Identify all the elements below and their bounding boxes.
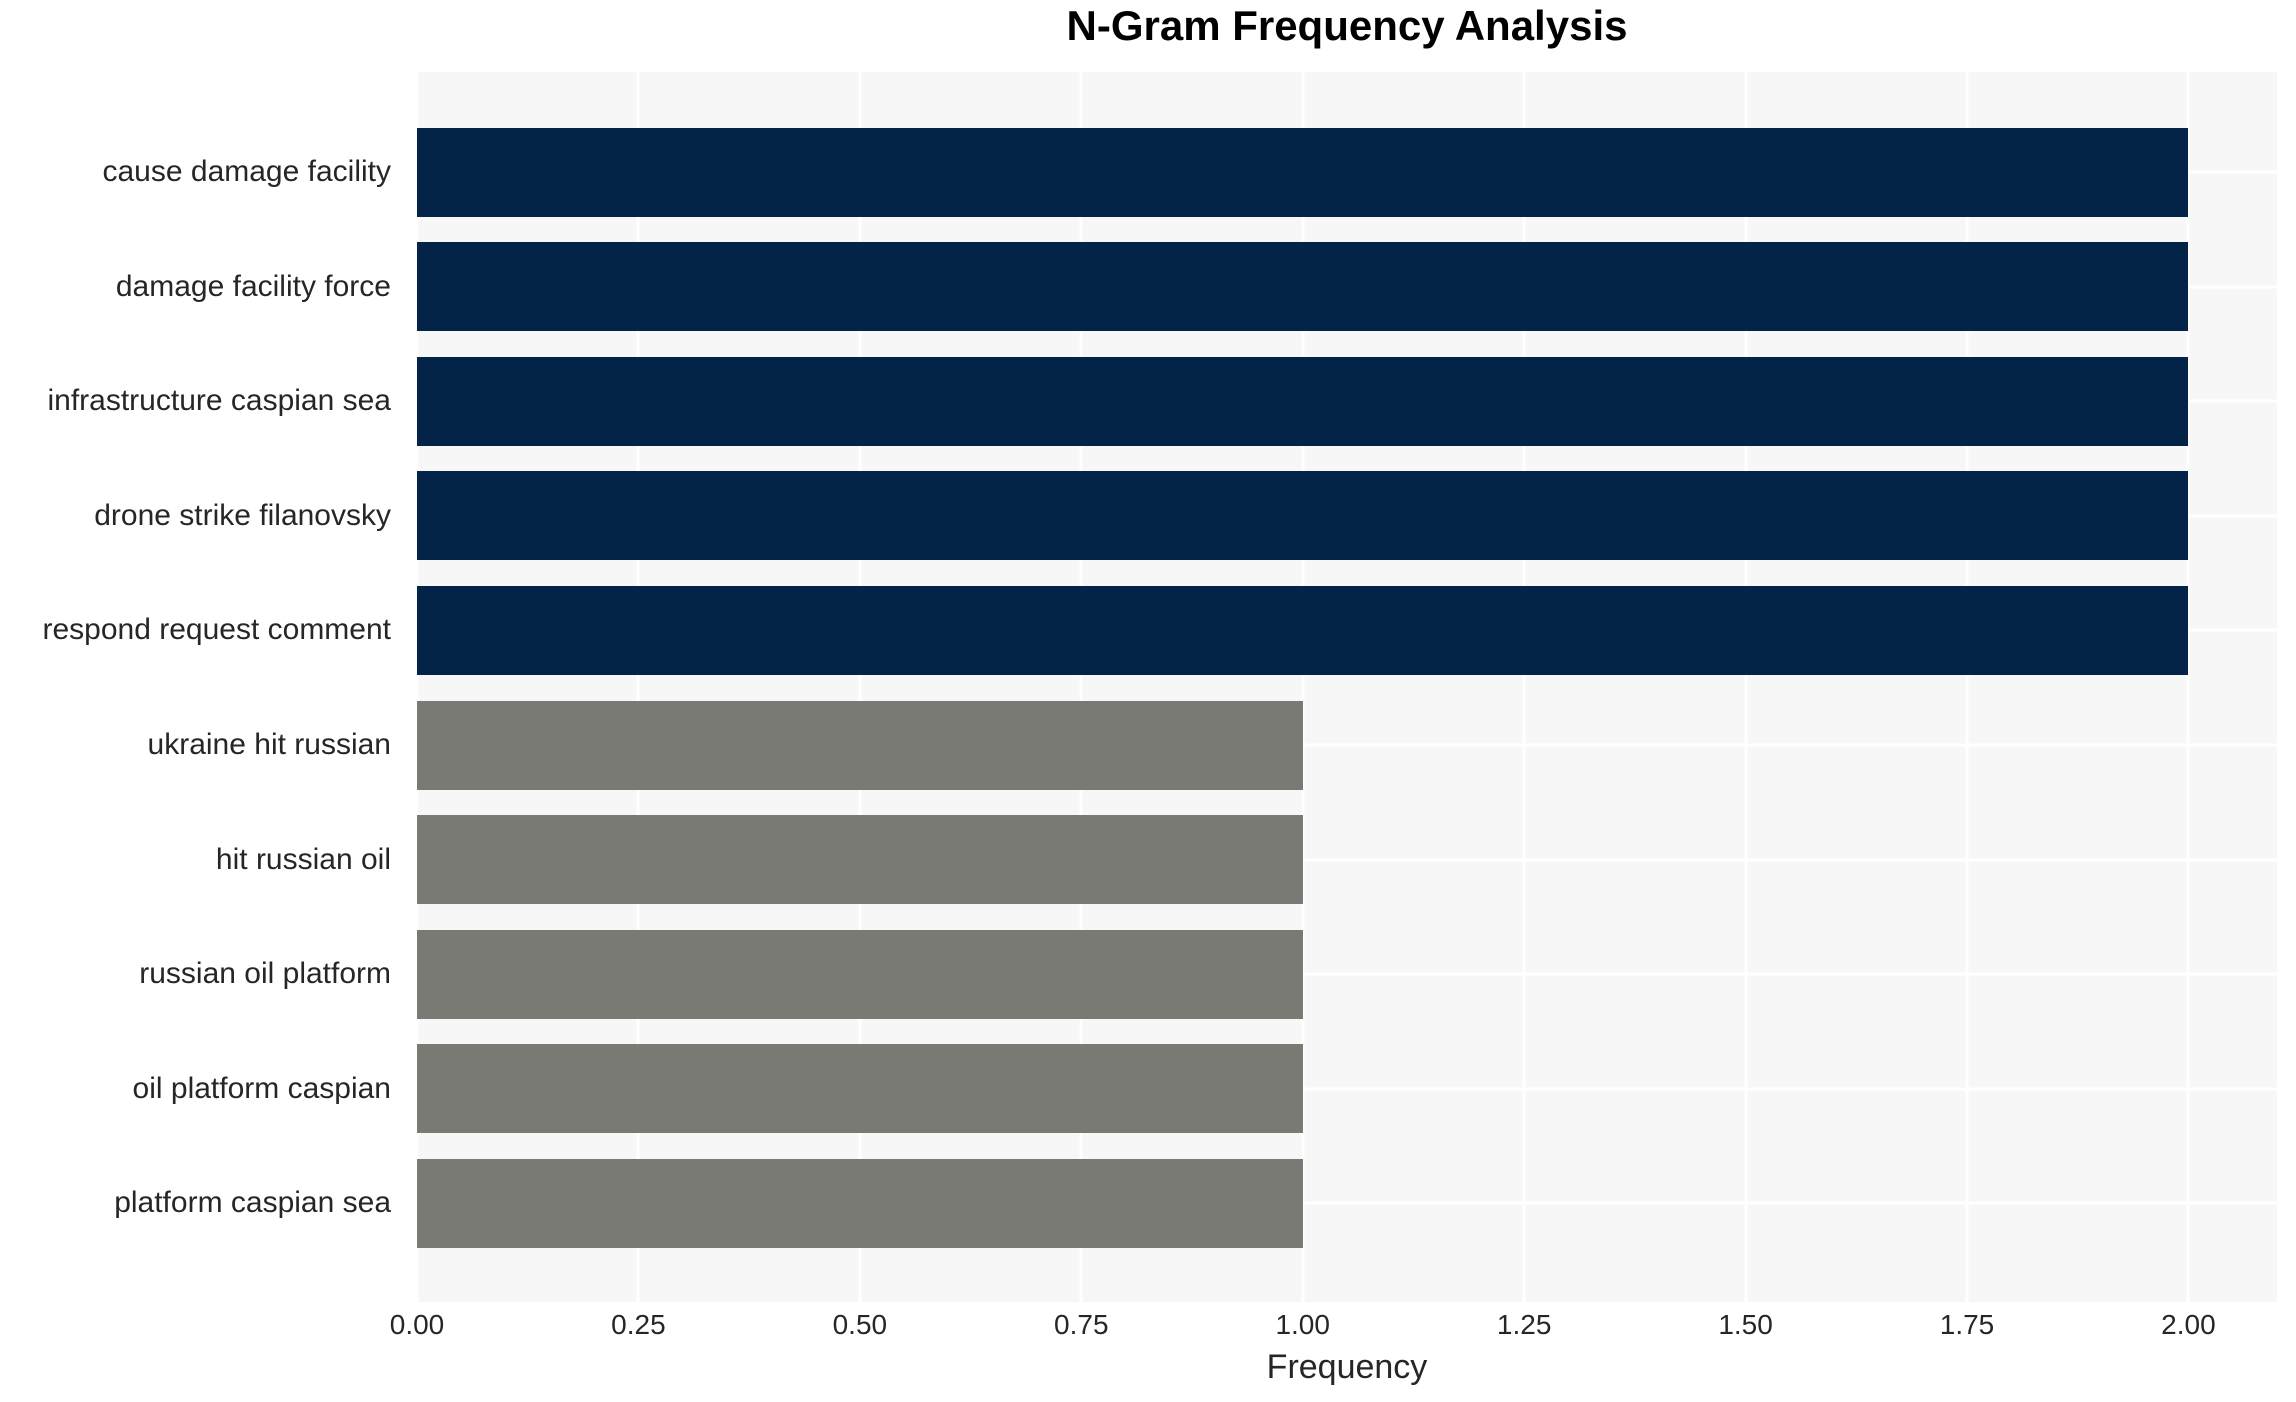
x-tick-label: 1.75	[1939, 1309, 1995, 1340]
vertical-gridline	[1079, 72, 1083, 1302]
bar-hit-russian-oil	[417, 815, 1303, 905]
y-tick-label: hit russian oil	[215, 842, 391, 876]
x-tick-label: 0.00	[389, 1309, 445, 1340]
horizontal-gridline	[417, 972, 2277, 976]
y-tick-label: infrastructure caspian sea	[47, 384, 391, 418]
vertical-gridline	[1744, 72, 1748, 1302]
plot-area	[415, 72, 2277, 1302]
horizontal-gridline	[417, 743, 2277, 747]
y-axis-labels: cause damage facility damage facility for…	[0, 72, 404, 1302]
horizontal-gridline	[417, 858, 2277, 862]
y-tick-label: damage facility force	[115, 269, 391, 303]
y-tick-label: oil platform caspian	[132, 1071, 391, 1105]
horizontal-gridline	[417, 1087, 2277, 1091]
horizontal-gridline	[417, 1201, 2277, 1205]
vertical-gridline	[1522, 72, 1526, 1302]
x-tick-label: 0.25	[611, 1309, 666, 1340]
x-tick-label: 0.75	[1054, 1309, 1109, 1340]
bar-oil-platform-caspian	[417, 1044, 1303, 1134]
vertical-gridline	[636, 72, 640, 1302]
bar-drone-strike-filanovsky	[417, 471, 2189, 561]
x-axis-ticks: 0.00 0.25 0.50 0.75 1.00 1.25 1.50 1.75 2.00	[390, 1309, 2277, 1345]
bar-russian-oil-platform	[417, 929, 1303, 1019]
bar-respond-request-comment	[417, 585, 2189, 675]
x-tick-label: 0.50	[832, 1309, 888, 1340]
x-tick-label: 1.25	[1496, 1309, 1552, 1340]
chart-title: N-Gram Frequency Analysis	[1066, 2, 1628, 49]
bar-ukraine-hit-russian	[417, 700, 1303, 790]
bar-infrastructure-caspian-sea	[417, 356, 2189, 446]
y-tick-label: cause damage facility	[102, 155, 392, 188]
vertical-gridline	[415, 72, 419, 1302]
vertical-gridline	[858, 72, 862, 1302]
x-axis-title: Frequency	[1266, 1348, 1428, 1386]
y-tick-label: ukraine hit russian	[147, 728, 391, 761]
y-tick-label: russian oil platform	[139, 957, 391, 991]
bar-damage-facility-force	[417, 242, 2189, 332]
vertical-gridline	[1301, 72, 1305, 1302]
x-tick-label: 1.00	[1275, 1309, 1330, 1340]
bar-cause-damage-facility	[417, 127, 2189, 217]
vertical-gridline	[2186, 72, 2190, 1302]
x-tick-label: 1.50	[1718, 1309, 1773, 1340]
x-tick-label: 2.00	[2161, 1309, 2216, 1340]
y-tick-label: drone strike filanovsky	[94, 498, 391, 532]
y-tick-label: respond request comment	[42, 613, 391, 647]
vertical-gridline	[1965, 72, 1969, 1302]
y-tick-label: platform caspian sea	[114, 1186, 391, 1220]
bar-platform-caspian-sea	[417, 1158, 1303, 1248]
